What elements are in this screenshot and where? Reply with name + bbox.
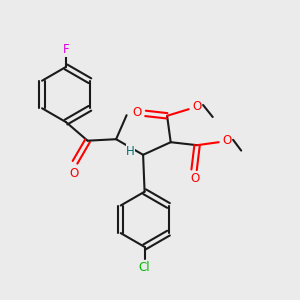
- Text: O: O: [69, 167, 78, 180]
- Text: Cl: Cl: [139, 261, 150, 274]
- Text: O: O: [193, 100, 202, 113]
- Text: O: O: [190, 172, 199, 185]
- Text: F: F: [63, 43, 69, 56]
- Text: O: O: [133, 106, 142, 119]
- Text: H: H: [126, 145, 135, 158]
- Text: O: O: [223, 134, 232, 147]
